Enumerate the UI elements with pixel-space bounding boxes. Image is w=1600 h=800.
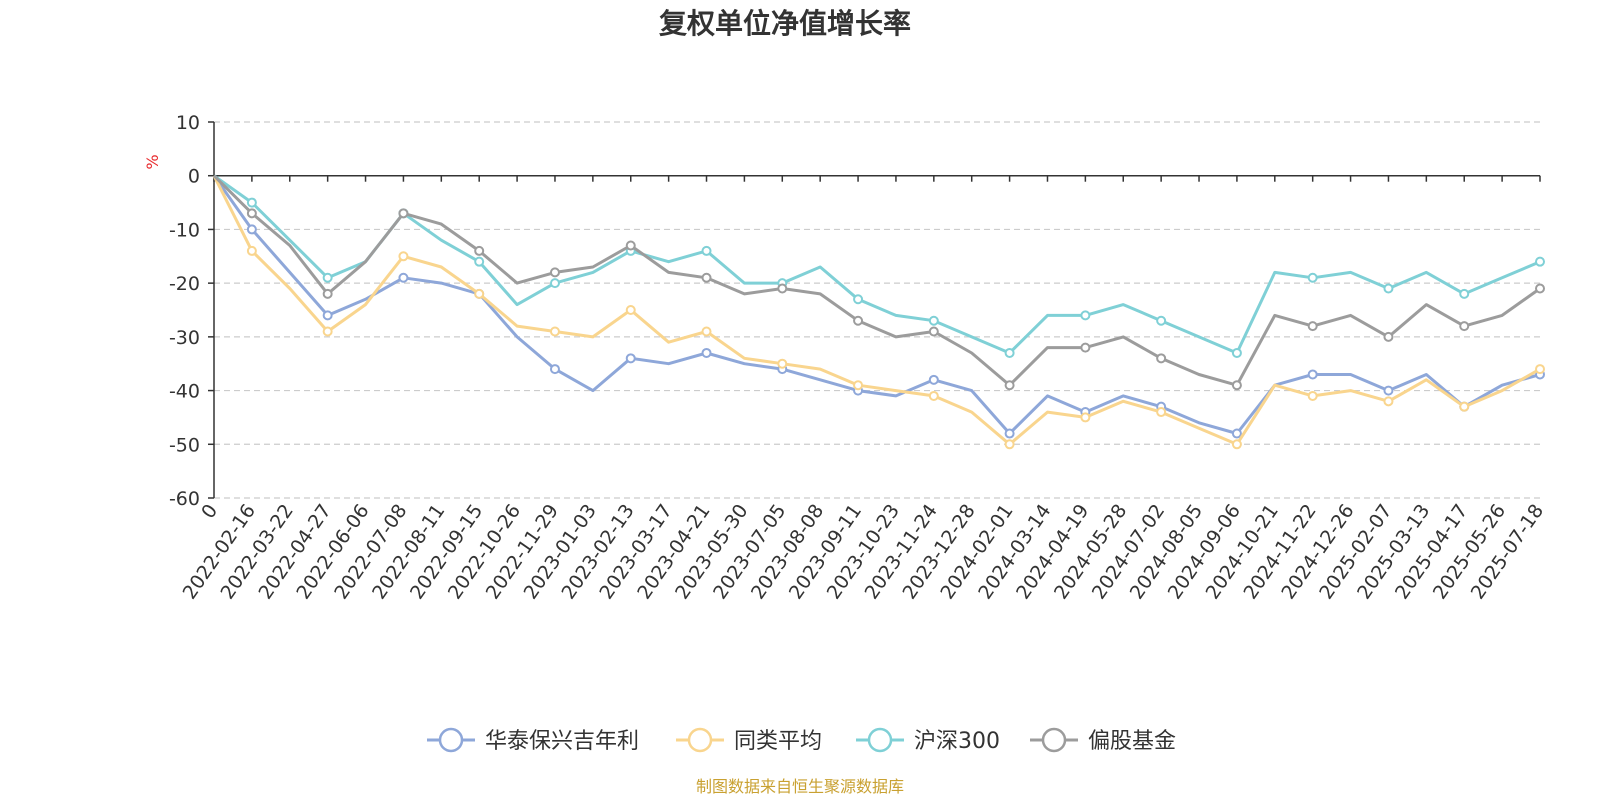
series-point <box>1231 439 1242 450</box>
legend-circle-icon <box>1041 727 1067 753</box>
series-point <box>474 256 485 267</box>
legend-label: 沪深300 <box>914 729 1000 754</box>
y-tick-label: 10 <box>176 112 200 134</box>
series-point <box>853 380 864 391</box>
y-tick-label: -50 <box>169 434 200 456</box>
legend-circle-icon <box>867 727 893 753</box>
series-point <box>1307 369 1318 380</box>
series-lines <box>212 174 1545 450</box>
series-point <box>1004 347 1015 358</box>
series-point <box>1459 401 1470 412</box>
series-point <box>928 315 939 326</box>
series-point <box>1307 390 1318 401</box>
series-point <box>853 315 864 326</box>
series-line-0 <box>212 174 1541 435</box>
series-point <box>246 245 257 256</box>
series-point <box>549 364 560 375</box>
source-note: 制图数据来自恒生聚源数据库 <box>696 777 904 796</box>
series-point <box>398 251 409 262</box>
series-point <box>1080 412 1091 423</box>
series-point <box>701 245 712 256</box>
series-point <box>701 326 712 337</box>
series-line-3 <box>212 174 1541 387</box>
series-point <box>1535 364 1545 375</box>
series-point <box>1459 321 1470 332</box>
series-point <box>853 294 864 305</box>
legend-item-2[interactable]: 沪深300 <box>856 727 1000 754</box>
series-point <box>1307 321 1318 332</box>
series-point <box>1383 396 1394 407</box>
series-point <box>398 208 409 219</box>
series-point <box>928 390 939 401</box>
series-point <box>777 283 788 294</box>
y-tick-label: -20 <box>169 273 200 295</box>
series-point <box>625 353 636 364</box>
series-point <box>1080 342 1091 353</box>
series-point <box>1383 331 1394 342</box>
grid-lines <box>214 121 1540 499</box>
legend-circle-icon <box>687 727 713 753</box>
series-point <box>701 347 712 358</box>
axes: 100-10-20-30-40-50-6002022-02-162022-03-… <box>169 112 1548 603</box>
series-point <box>322 310 333 321</box>
series-point <box>1080 310 1091 321</box>
series-point <box>549 326 560 337</box>
y-tick-label: -30 <box>169 327 200 349</box>
series-point <box>398 272 409 283</box>
series-point <box>474 288 485 299</box>
series-point <box>928 374 939 385</box>
series-point <box>322 288 333 299</box>
series-point <box>322 326 333 337</box>
series-point <box>1383 283 1394 294</box>
legend-item-3[interactable]: 偏股基金 <box>1030 727 1176 754</box>
series-point <box>1307 272 1318 283</box>
legend-circle-icon <box>438 727 464 753</box>
series-point <box>246 224 257 235</box>
y-tick-label: -60 <box>169 488 200 510</box>
series-point <box>701 272 712 283</box>
y-tick-label: -40 <box>169 381 200 403</box>
series-point <box>928 326 939 337</box>
series-point <box>1231 428 1242 439</box>
series-line-1 <box>212 175 1541 446</box>
series-point <box>246 197 257 208</box>
legend-item-0[interactable]: 华泰保兴吉年利 <box>427 727 639 754</box>
series-point <box>1231 380 1242 391</box>
series-point <box>1156 353 1167 364</box>
x-tick-label: 0 <box>197 500 222 523</box>
y-tick-label: -10 <box>169 219 200 241</box>
series-point <box>1383 385 1394 396</box>
y-tick-label: 0 <box>188 166 200 188</box>
series-point <box>1231 347 1242 358</box>
legend[interactable]: 华泰保兴吉年利 同类平均 沪深300 偏股基金 <box>427 727 1176 754</box>
legend-label: 偏股基金 <box>1088 729 1176 754</box>
series-point <box>1004 380 1015 391</box>
y-axis-unit: % <box>143 154 162 169</box>
series-point <box>1004 439 1015 450</box>
series-point <box>625 305 636 315</box>
legend-label: 同类平均 <box>734 729 822 754</box>
series-point <box>1535 283 1545 294</box>
series-point <box>1459 288 1470 299</box>
legend-label: 华泰保兴吉年利 <box>485 729 639 754</box>
series-point <box>625 240 636 251</box>
series-point <box>322 272 333 283</box>
series-point <box>474 245 485 256</box>
series-point <box>1004 428 1015 439</box>
legend-item-1[interactable]: 同类平均 <box>676 727 822 754</box>
series-point <box>246 208 257 219</box>
series-point <box>777 358 788 369</box>
series-point <box>549 278 560 289</box>
chart-title: 复权单位净值增长率 <box>659 7 911 40</box>
series-point <box>549 267 560 278</box>
series-point <box>1156 315 1167 326</box>
series-point <box>1535 256 1545 267</box>
series-line-2 <box>213 174 1541 355</box>
series-point <box>1156 407 1167 418</box>
